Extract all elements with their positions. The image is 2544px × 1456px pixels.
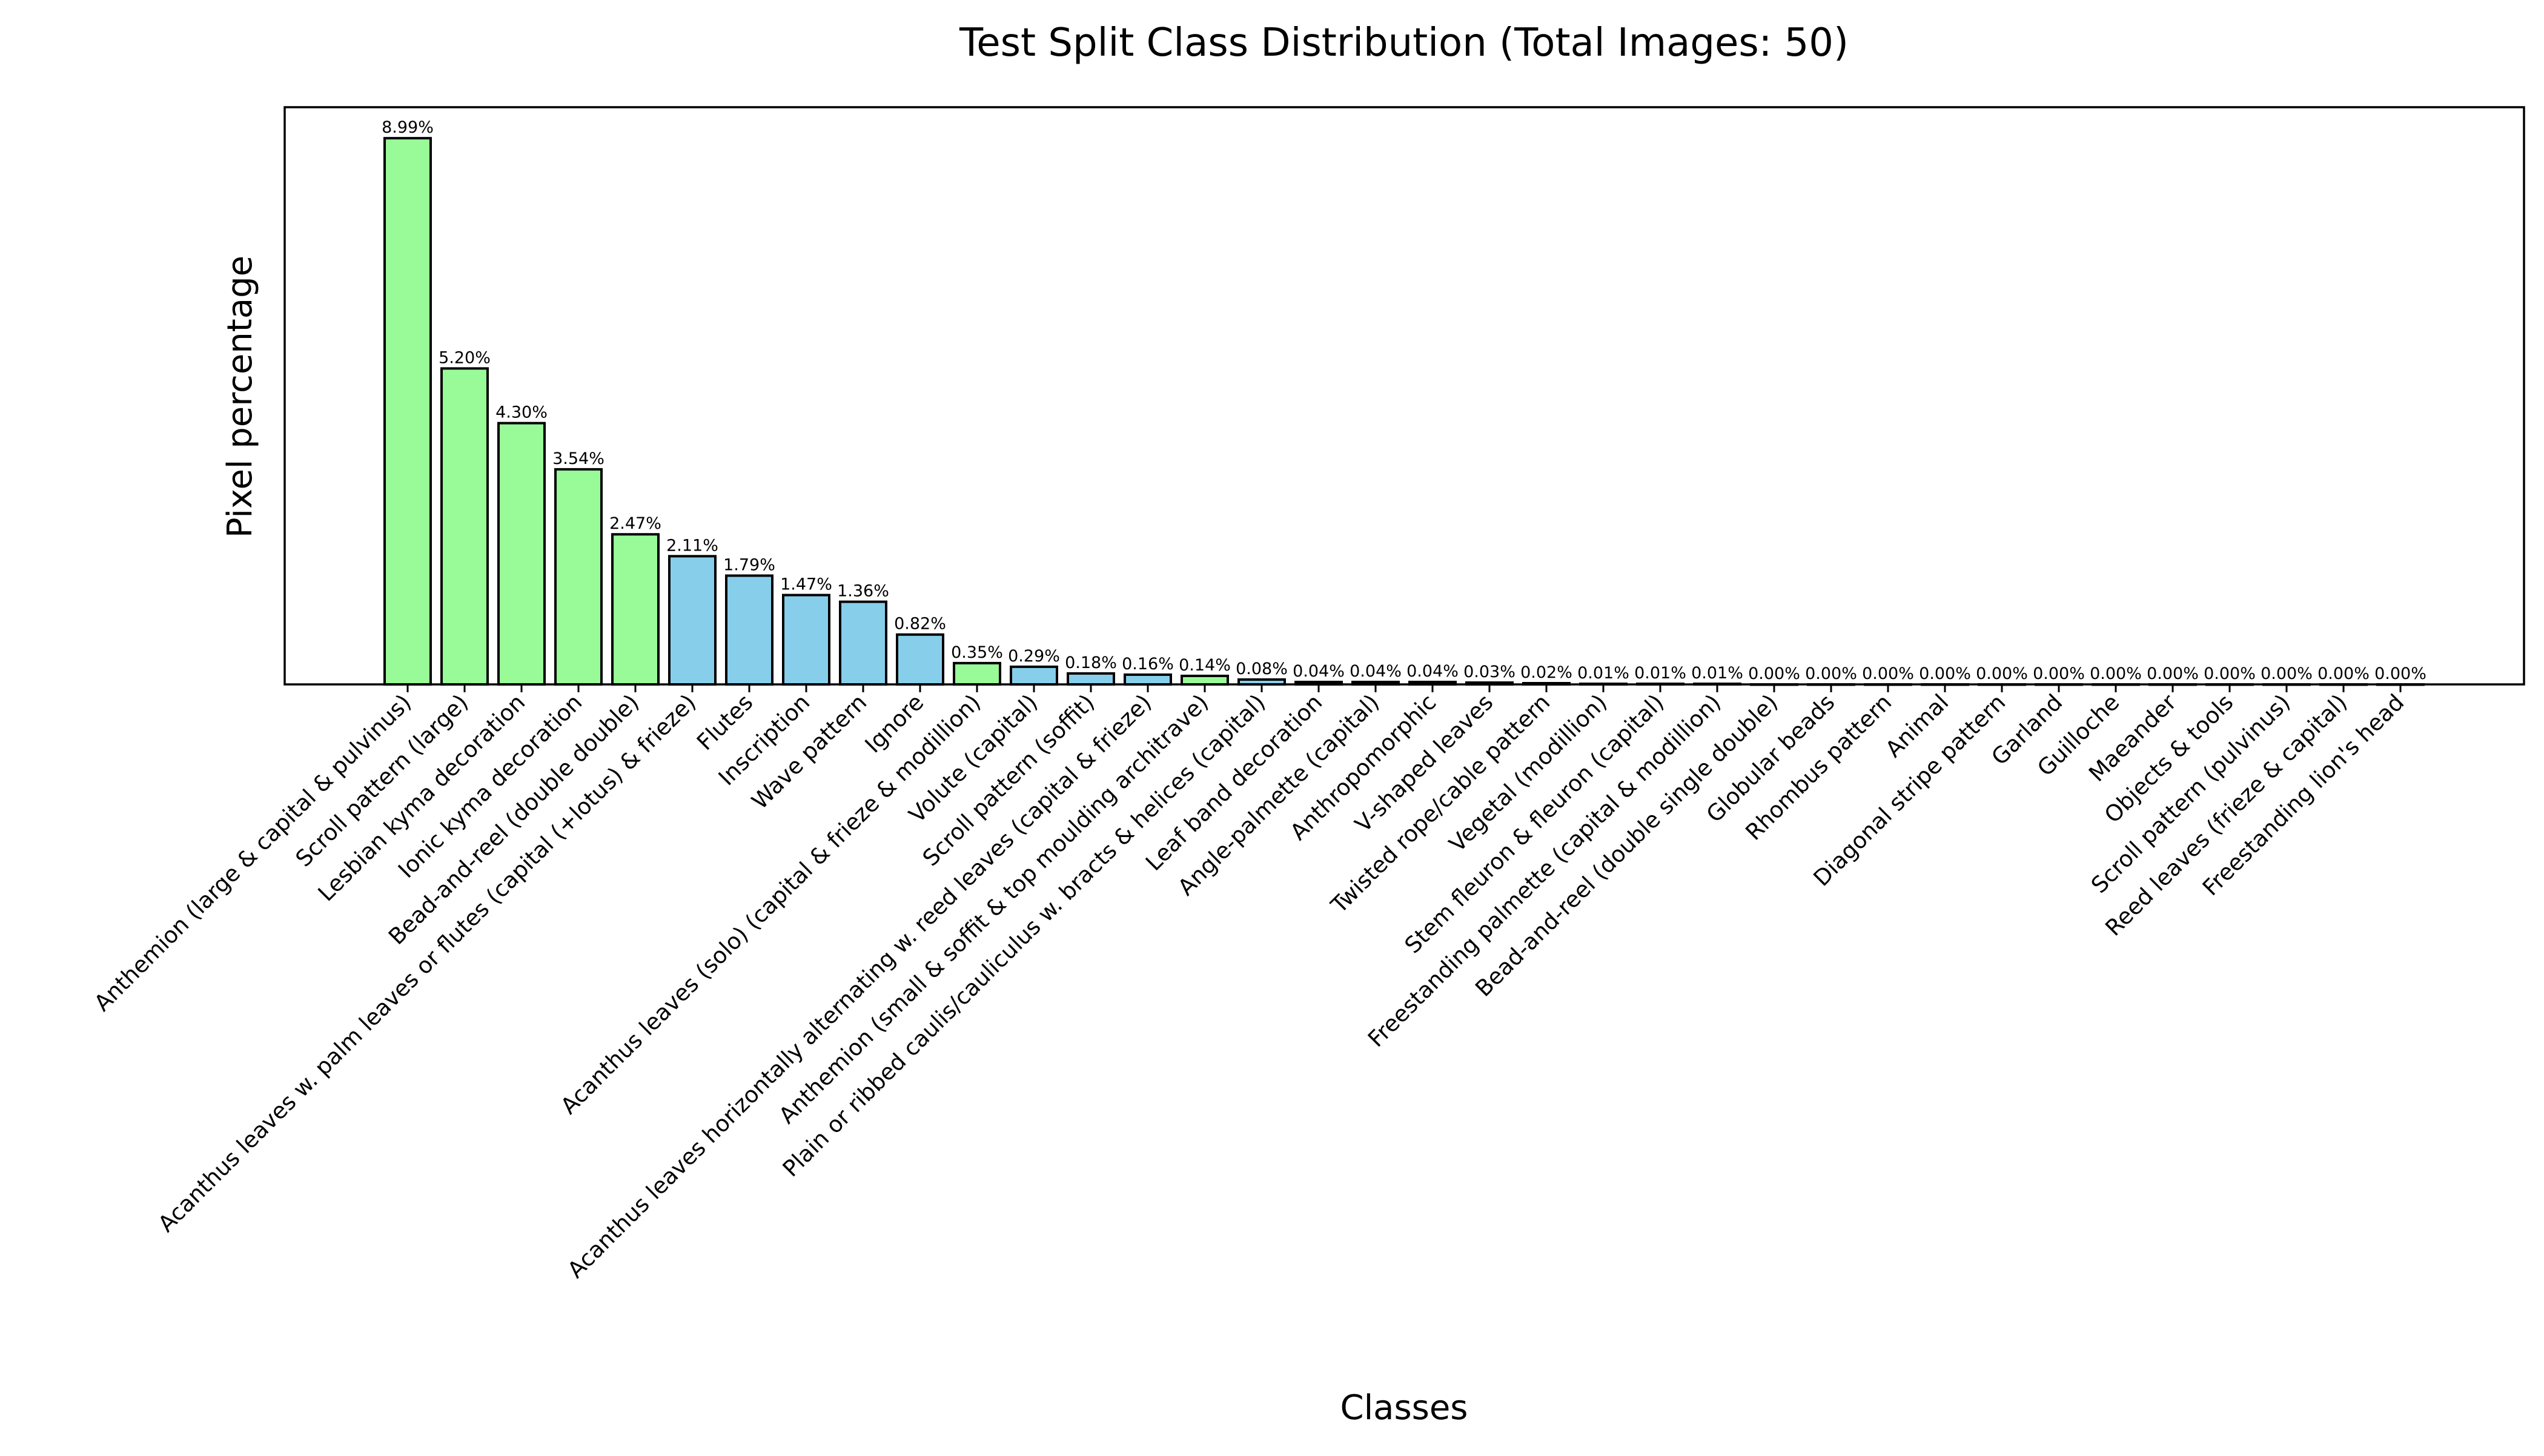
bar-10: [953, 661, 1001, 686]
bar-value-label-8: 1.36%: [837, 582, 889, 601]
bar-value-label-26: 0.00%: [1862, 664, 1914, 683]
x-axis-label: Classes: [1340, 1388, 1468, 1428]
bar-2: [497, 422, 546, 686]
bar-value-label-31: 0.00%: [2147, 664, 2199, 683]
bar-value-label-2: 4.30%: [495, 403, 548, 422]
bar-value-label-3: 3.54%: [552, 449, 605, 468]
bar-0: [383, 137, 432, 686]
bar-value-label-15: 0.08%: [1236, 660, 1288, 678]
bar-value-label-5: 2.11%: [666, 536, 718, 555]
bar-value-label-35: 0.00%: [2374, 664, 2426, 683]
bar-value-label-23: 0.01%: [1691, 664, 1743, 683]
plot-area-frame: [283, 106, 2525, 686]
bar-value-label-29: 0.00%: [2033, 664, 2085, 683]
x-tick-label-5: Acanthus leaves w. palm leaves or flutes…: [153, 689, 701, 1237]
bar-value-label-13: 0.16%: [1122, 655, 1174, 673]
bar-value-label-14: 0.14%: [1179, 656, 1231, 675]
bar-1: [440, 367, 489, 686]
x-tick-label-13: Acanthus leaves horizontally alternating…: [563, 689, 1157, 1283]
bar-value-label-32: 0.00%: [2204, 664, 2256, 683]
bar-12: [1067, 672, 1115, 686]
bar-value-label-4: 2.47%: [609, 514, 661, 533]
bar-value-label-22: 0.01%: [1634, 664, 1686, 683]
bar-3: [554, 468, 603, 686]
bar-6: [725, 574, 773, 686]
bar-7: [782, 594, 830, 686]
chart-title: Test Split Class Distribution (Total Ima…: [959, 21, 1849, 65]
bar-value-label-10: 0.35%: [951, 643, 1003, 662]
bar-value-label-1: 5.20%: [439, 348, 491, 367]
value-labels-layer: 8.99% 5.20% 4.30% 3.54% 2.47% 2.11% 1.79% 1.47%…: [382, 118, 2426, 683]
y-axis-label: Pixel percentage: [220, 256, 260, 538]
bar-value-label-16: 0.04%: [1293, 662, 1345, 681]
bar-value-label-25: 0.00%: [1805, 664, 1857, 683]
bar-value-label-34: 0.00%: [2317, 664, 2370, 683]
bar-value-label-21: 0.01%: [1577, 664, 1629, 683]
bar-value-label-6: 1.79%: [723, 555, 775, 574]
bar-11: [1010, 665, 1058, 686]
bar-5: [668, 555, 717, 686]
bar-value-label-7: 1.47%: [780, 575, 832, 594]
bar-value-label-33: 0.00%: [2261, 664, 2313, 683]
bar-value-label-24: 0.00%: [1748, 664, 1800, 683]
bar-14: [1181, 674, 1229, 686]
bar-value-label-19: 0.03%: [1463, 663, 1515, 681]
x-ticks-layer: [406, 684, 2402, 692]
bar-value-label-20: 0.02%: [1520, 663, 1572, 682]
bar-value-label-12: 0.18%: [1065, 654, 1117, 672]
bar-13: [1124, 673, 1172, 686]
bars-layer: [383, 137, 2425, 686]
bar-value-label-9: 0.82%: [894, 615, 946, 634]
bar-9: [896, 633, 944, 686]
bar-value-label-0: 8.99%: [382, 118, 434, 137]
bar-4: [611, 533, 660, 686]
bar-value-label-18: 0.04%: [1406, 662, 1459, 681]
bar-value-label-30: 0.00%: [2090, 664, 2142, 683]
bar-value-label-28: 0.00%: [1976, 664, 2028, 683]
bar-value-label-11: 0.29%: [1008, 647, 1060, 666]
bar-value-label-27: 0.00%: [1919, 664, 1971, 683]
bar-value-label-17: 0.04%: [1350, 662, 1402, 681]
bar-8: [839, 600, 887, 686]
x-tick-labels-layer: Anthemion (large & capital & pulvinus)Sc…: [89, 689, 2409, 1283]
